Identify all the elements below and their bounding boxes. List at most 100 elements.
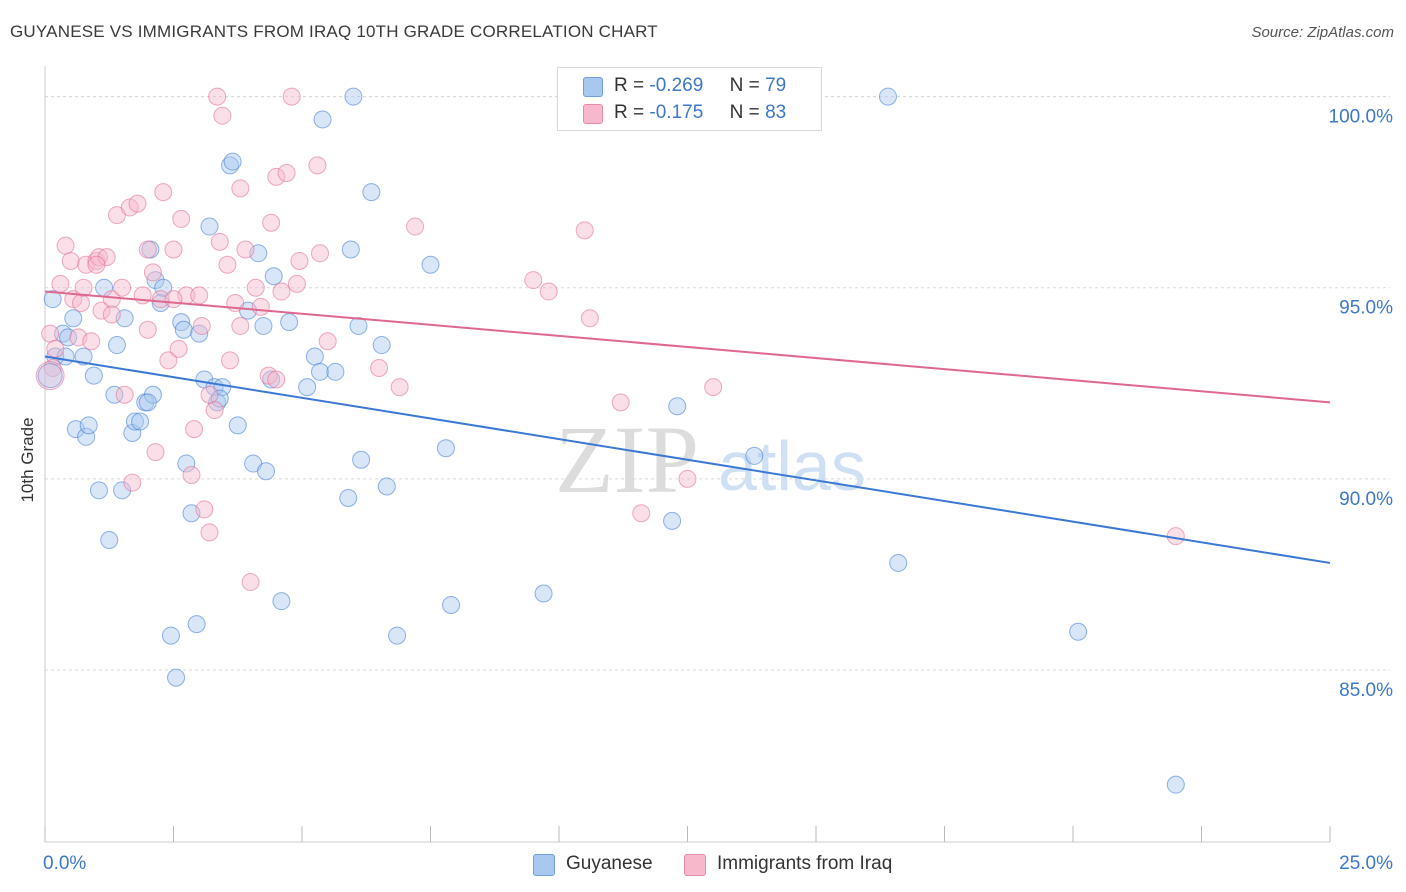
legend-n-label: N = bbox=[729, 102, 760, 123]
data-point-guyanese bbox=[264, 267, 283, 286]
y-tick-label: 85.0% bbox=[1339, 680, 1393, 701]
data-point-iraq bbox=[308, 156, 327, 175]
data-point-iraq bbox=[290, 251, 309, 270]
watermark-zip: ZIP bbox=[555, 406, 699, 513]
data-point-guyanese bbox=[272, 592, 291, 611]
data-point-iraq bbox=[205, 401, 224, 420]
data-point-iraq bbox=[390, 378, 409, 397]
data-point-guyanese bbox=[1069, 622, 1088, 641]
data-point-iraq bbox=[282, 87, 301, 106]
data-point-iraq bbox=[251, 297, 270, 316]
data-point-guyanese bbox=[200, 217, 219, 236]
stats-legend: R = -0.269 N = 79 R = -0.175 N = 83 bbox=[557, 67, 822, 131]
data-point-iraq bbox=[277, 164, 296, 183]
data-point-iraq bbox=[231, 179, 250, 198]
data-point-iraq bbox=[74, 278, 93, 297]
data-point-guyanese bbox=[79, 416, 98, 435]
watermark-atlas: atlas bbox=[718, 427, 866, 505]
legend-swatch-guyanese bbox=[583, 77, 603, 97]
data-point-guyanese bbox=[59, 328, 78, 347]
data-point-iraq bbox=[164, 240, 183, 259]
data-point-iraq bbox=[41, 324, 60, 343]
data-point-guyanese bbox=[326, 362, 345, 381]
data-point-guyanese bbox=[313, 110, 332, 129]
legend-r-value: -0.269 bbox=[649, 75, 704, 96]
bottom-legend-label: Guyanese bbox=[566, 853, 653, 874]
data-point-iraq bbox=[267, 370, 286, 389]
data-point-iraq bbox=[56, 236, 75, 255]
data-point-iraq bbox=[310, 244, 329, 263]
trend-line-guyanese bbox=[44, 355, 1331, 564]
legend-n-value: 79 bbox=[765, 75, 787, 96]
data-point-iraq bbox=[272, 282, 291, 301]
chart-source: Source: ZipAtlas.com bbox=[1251, 24, 1394, 41]
data-point-guyanese bbox=[878, 87, 897, 106]
data-point-iraq bbox=[169, 339, 188, 358]
legend-swatch-iraq bbox=[583, 104, 603, 124]
y-tick-label: 95.0% bbox=[1339, 298, 1393, 319]
data-point-iraq bbox=[82, 332, 101, 351]
data-point-guyanese bbox=[663, 511, 682, 530]
data-point-guyanese bbox=[138, 393, 157, 412]
bottom-legend-guyanese: Guyanese bbox=[533, 851, 673, 877]
data-point-iraq bbox=[208, 87, 227, 106]
y-tick-label: 100.0% bbox=[1329, 107, 1394, 128]
data-point-guyanese bbox=[298, 378, 317, 397]
data-point-iraq bbox=[190, 286, 209, 305]
data-point-guyanese bbox=[187, 615, 206, 634]
legend-r-label: R = bbox=[614, 102, 645, 123]
data-point-iraq bbox=[221, 351, 240, 370]
data-point-iraq bbox=[524, 271, 543, 290]
data-point-guyanese bbox=[372, 336, 391, 355]
data-point-iraq bbox=[195, 500, 214, 519]
data-point-guyanese bbox=[174, 320, 193, 339]
legend-n-label: N = bbox=[729, 75, 760, 96]
data-point-iraq bbox=[46, 339, 65, 358]
data-point-iraq bbox=[246, 278, 265, 297]
data-point-iraq bbox=[318, 332, 337, 351]
data-point-guyanese bbox=[1166, 775, 1185, 794]
data-point-iraq bbox=[632, 504, 651, 523]
data-point-iraq bbox=[267, 167, 286, 186]
data-point-guyanese bbox=[77, 427, 96, 446]
bottom-legend-label: Immigrants from Iraq bbox=[717, 853, 893, 874]
data-point-iraq bbox=[159, 351, 178, 370]
data-point-iraq bbox=[236, 240, 255, 259]
data-point-iraq bbox=[200, 385, 219, 404]
data-point-iraq bbox=[154, 183, 173, 202]
bottom-legend-iraq: Immigrants from Iraq bbox=[684, 851, 924, 877]
data-point-iraq bbox=[611, 393, 630, 412]
data-point-guyanese bbox=[745, 446, 764, 465]
data-point-iraq bbox=[192, 316, 211, 335]
data-point-iraq bbox=[61, 251, 80, 270]
data-point-guyanese bbox=[84, 366, 103, 385]
bottom-legend-swatch bbox=[533, 854, 555, 876]
trend-line-iraq bbox=[44, 290, 1331, 404]
data-point-iraq bbox=[218, 255, 237, 274]
data-point-guyanese bbox=[341, 240, 360, 259]
legend-r-value: -0.175 bbox=[649, 102, 704, 123]
data-point-iraq bbox=[678, 469, 697, 488]
data-point-iraq bbox=[231, 316, 250, 335]
data-point-guyanese bbox=[113, 481, 132, 500]
x-tick-label: 0.0% bbox=[43, 853, 86, 874]
x-tick-label: 25.0% bbox=[1339, 853, 1393, 874]
data-point-guyanese bbox=[167, 668, 186, 687]
data-point-iraq bbox=[143, 263, 162, 282]
data-point-guyanese bbox=[534, 584, 553, 603]
data-point-iraq bbox=[1166, 527, 1185, 546]
data-point-iraq bbox=[35, 361, 65, 391]
data-point-iraq bbox=[102, 290, 121, 309]
data-point-iraq bbox=[71, 294, 90, 313]
data-point-iraq bbox=[185, 420, 204, 439]
chart-title: GUYANESE VS IMMIGRANTS FROM IRAQ 10TH GR… bbox=[10, 22, 658, 41]
data-point-iraq bbox=[287, 274, 306, 293]
data-point-iraq bbox=[138, 240, 157, 259]
data-point-guyanese bbox=[362, 183, 381, 202]
data-point-guyanese bbox=[339, 488, 358, 507]
data-point-iraq bbox=[113, 278, 132, 297]
data-point-iraq bbox=[87, 255, 106, 274]
data-point-guyanese bbox=[89, 481, 108, 500]
data-point-guyanese bbox=[177, 454, 196, 473]
